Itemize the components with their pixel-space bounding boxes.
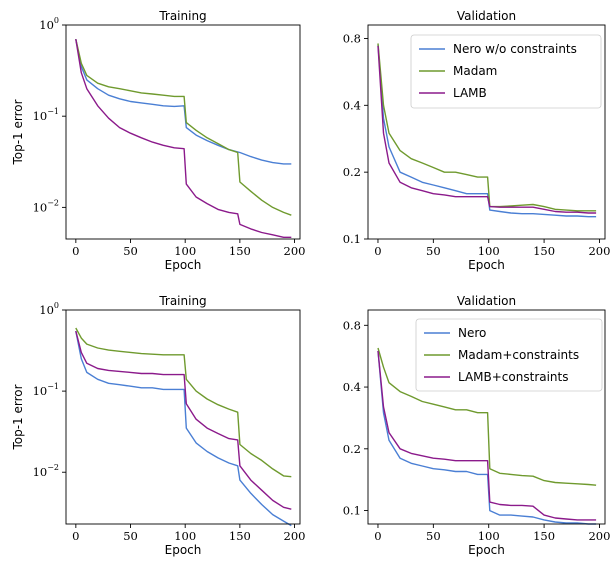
x-axis-label: Epoch (165, 543, 202, 557)
chart-title: Training (158, 9, 206, 23)
series-line-3 (75, 38, 292, 239)
series-line-2 (377, 43, 597, 212)
x-tick-label: 200 (284, 244, 306, 258)
x-tick-label: 50 (426, 529, 441, 543)
x-tick-label: 100 (478, 529, 500, 543)
y-tick-label: 10−2 (33, 198, 59, 214)
x-tick-label: 0 (374, 244, 381, 258)
x-tick-label: 150 (533, 244, 555, 258)
series-line-1 (377, 350, 597, 525)
series-line-1 (377, 44, 597, 218)
series-line-2 (75, 38, 292, 216)
y-tick-label: 0.4 (343, 380, 361, 394)
y-tick-label: 0.8 (343, 31, 361, 45)
x-axis-label: Epoch (468, 258, 505, 272)
x-axis-label: Epoch (165, 258, 202, 272)
y-tick-label: 100 (39, 301, 59, 317)
y-tick-label: 10−1 (33, 107, 59, 123)
x-tick-label: 100 (478, 244, 500, 258)
plot-frame (367, 24, 606, 240)
series-line-3 (377, 350, 597, 521)
y-axis-label: Top-1 error (11, 99, 25, 165)
legend-label: Nero w/o constraints (453, 42, 577, 56)
series-line-2 (377, 347, 597, 486)
y-tick-label: 0.1 (343, 232, 361, 246)
plot-frame (65, 309, 301, 525)
y-tick-label: 0.2 (343, 165, 361, 179)
series-line-1 (75, 330, 292, 527)
panel-bottom-right-validation: 0 50 100 150 200 0.1 0.2 0.4 0.8 Validation Epoch N… (343, 294, 611, 557)
x-tick-label: 50 (426, 244, 441, 258)
series-line-3 (377, 45, 597, 214)
x-tick-label: 200 (588, 244, 610, 258)
series-line-1 (75, 38, 292, 165)
chart-title: Validation (457, 9, 516, 23)
y-tick-label: 0.1 (343, 504, 361, 518)
chart-title: Training (158, 294, 206, 308)
y-tick-label: 10−2 (33, 463, 59, 479)
y-axis-label: Top-1 error (11, 384, 25, 450)
x-tick-label: 50 (123, 244, 138, 258)
y-tick-label: 0.4 (343, 98, 361, 112)
panel-top-right-validation: 0 50 100 150 200 0.1 0.2 0.4 0.8 Validation Epoch N… (343, 9, 611, 272)
panel-top-left-training: 0 50 100 150 200 100 10−1 10−2 Training Epoch Top-… (11, 9, 306, 272)
chart-title: Validation (457, 294, 516, 308)
legend-box (410, 34, 602, 109)
panel-bottom-left-training: 0 50 100 150 200 100 10−1 10−2 Training Epoch Top-… (11, 294, 306, 557)
series-line-3 (75, 330, 292, 510)
plot-frame (65, 24, 301, 240)
x-axis-label: Epoch (468, 543, 505, 557)
plot-frame (367, 309, 606, 525)
y-tick-label: 0.8 (343, 318, 361, 332)
x-tick-label: 100 (174, 529, 196, 543)
legend-label: Nero (458, 326, 486, 340)
legend-label: LAMB (453, 86, 487, 100)
series-line-2 (75, 327, 292, 478)
x-tick-label: 200 (284, 529, 306, 543)
legend-label: LAMB+constraints (458, 370, 569, 384)
legend-label: Madam (453, 64, 497, 78)
x-tick-label: 200 (588, 529, 610, 543)
legend-box (415, 318, 603, 392)
y-tick-label: 0.2 (343, 442, 361, 456)
legend-label: Madam+constraints (458, 348, 579, 362)
y-tick-label: 100 (39, 16, 59, 32)
x-tick-label: 150 (229, 244, 251, 258)
x-tick-label: 150 (533, 529, 555, 543)
y-tick-label: 10−1 (33, 382, 59, 398)
x-tick-label: 100 (174, 244, 196, 258)
x-tick-label: 0 (72, 244, 79, 258)
x-tick-label: 50 (123, 529, 138, 543)
x-tick-label: 0 (72, 529, 79, 543)
x-tick-label: 150 (229, 529, 251, 543)
x-tick-label: 0 (374, 529, 381, 543)
